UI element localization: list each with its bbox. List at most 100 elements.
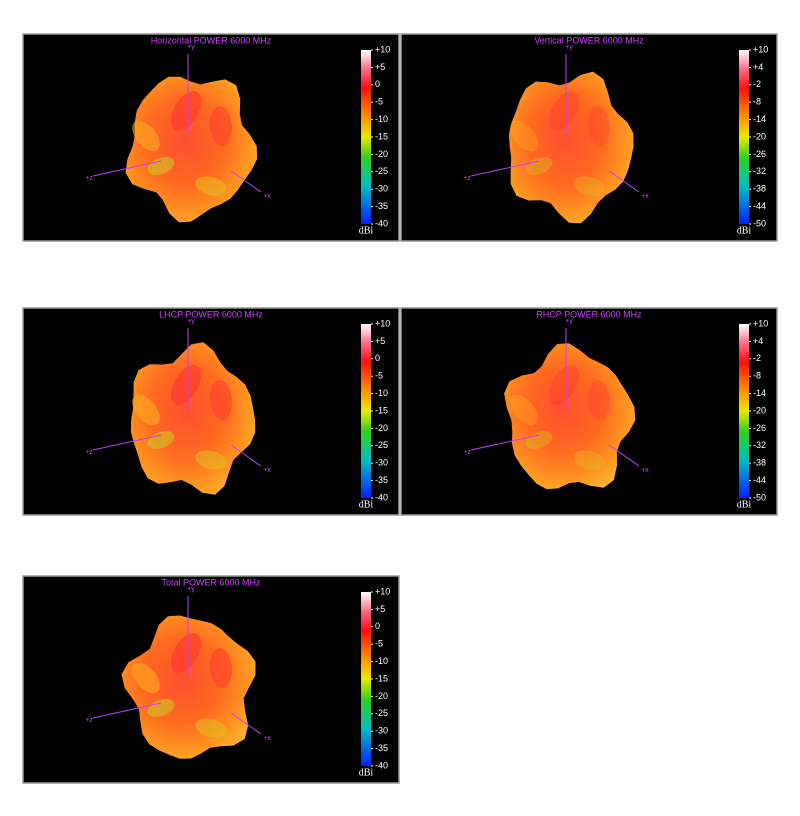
surface-shading xyxy=(548,91,580,131)
x-axis-label: +x xyxy=(641,193,649,200)
y-axis-label: +y xyxy=(187,318,195,325)
colorbar-tick-label: -40 xyxy=(375,760,388,770)
z-axis-label: +z xyxy=(463,175,471,182)
colorbar-tick-label: -5 xyxy=(375,97,383,107)
z-axis-label: +z xyxy=(85,717,93,724)
colorbar-unit: dBi xyxy=(737,499,752,510)
colorbar-tick-label: -30 xyxy=(375,184,388,194)
panel-title: Total POWER 6000 MHz xyxy=(161,577,261,587)
colorbar-tick-label: 0 xyxy=(375,353,380,363)
y-axis-label: +y xyxy=(187,586,195,593)
colorbar-tick-label: -20 xyxy=(375,423,388,433)
z-axis xyxy=(470,434,540,451)
x-axis xyxy=(608,444,640,467)
x-axis-label: +x xyxy=(263,193,271,200)
colorbar-tick-label: -10 xyxy=(375,656,388,666)
colorbar-tick-label: +5 xyxy=(375,604,385,614)
panel-title: LHCP POWER 6000 MHz xyxy=(159,309,263,319)
colorbar-tick-label: -40 xyxy=(375,218,388,228)
surface-shading xyxy=(132,120,160,152)
radiation-pattern-panel: Vertical POWER 6000 MHz+y +z +x +10 +4 -2 -8 -1… xyxy=(400,33,778,242)
colorbar-tick-label: -44 xyxy=(753,475,766,485)
colorbar-tick-label: -2 xyxy=(753,79,761,89)
colorbar-tick-label: -5 xyxy=(375,371,383,381)
surface-shading xyxy=(587,380,611,420)
colorbar-tick-label: -10 xyxy=(375,114,388,124)
colorbar-unit: dBi xyxy=(359,225,374,236)
colorbar-tick-label: -20 xyxy=(753,131,766,141)
x-axis-label: +x xyxy=(641,467,649,474)
surface-shading xyxy=(132,394,160,426)
colorbar-tick-label: -35 xyxy=(375,201,388,211)
colorbar-unit: dBi xyxy=(359,499,374,510)
colorbar xyxy=(361,324,371,498)
colorbar-tick-label: -38 xyxy=(753,184,766,194)
panel-title: Vertical POWER 6000 MHz xyxy=(534,35,644,45)
radiation-pattern-panel: LHCP POWER 6000 MHz+y +z +x +10 +5 0 -5 -10 -15 -… xyxy=(22,307,400,516)
colorbar xyxy=(361,50,371,224)
surface-shading xyxy=(170,91,202,131)
x-axis xyxy=(608,170,640,193)
colorbar-tick-label: -15 xyxy=(375,673,388,683)
surface-shading xyxy=(132,662,160,694)
colorbar-tick-label: +10 xyxy=(375,44,390,54)
colorbar-tick-label: -8 xyxy=(753,97,761,107)
y-axis-label: +y xyxy=(565,318,573,325)
colorbar xyxy=(739,50,749,224)
surface-shading xyxy=(510,120,538,152)
z-axis-label: +z xyxy=(463,449,471,456)
colorbar-tick-label: -44 xyxy=(753,201,766,211)
colorbar-unit: dBi xyxy=(359,767,374,778)
panel-title: Horizontal POWER 6000 MHz xyxy=(151,35,272,45)
colorbar-tick-label: -38 xyxy=(753,458,766,468)
colorbar-tick-label: -15 xyxy=(375,131,388,141)
surface-shading xyxy=(147,157,175,175)
surface-shading xyxy=(587,106,611,146)
colorbar-tick-label: -14 xyxy=(753,114,766,124)
radiation-pattern-panel: RHCP POWER 6000 MHz+y +z +x +10 +4 -2 -8 -14 -20… xyxy=(400,307,778,516)
radiation-pattern-panel: Horizontal POWER 6000 MHz+y +z +x +10 +5 0 -5 -… xyxy=(22,33,400,242)
colorbar-tick-label: -14 xyxy=(753,388,766,398)
z-axis xyxy=(470,160,540,177)
colorbar-tick-label: -26 xyxy=(753,149,766,159)
surface-shading xyxy=(170,365,202,405)
z-axis-label: +z xyxy=(85,449,93,456)
surface-shading xyxy=(195,718,227,738)
colorbar-tick-label: +4 xyxy=(753,62,763,72)
colorbar-tick-label: -25 xyxy=(375,166,388,176)
surface-shading xyxy=(195,176,227,196)
surface-shading xyxy=(573,450,605,470)
surface-shading xyxy=(510,394,538,426)
x-axis-label: +x xyxy=(263,467,271,474)
pattern-surface xyxy=(504,343,636,490)
colorbar-tick-label: +4 xyxy=(753,336,763,346)
surface-shading xyxy=(573,176,605,196)
colorbar-tick-label: -5 xyxy=(375,639,383,649)
colorbar-tick-label: -30 xyxy=(375,726,388,736)
surface-shading xyxy=(525,157,553,175)
radiation-pattern-panel: Total POWER 6000 MHz+y +z +x +10 +5 0 -5 -10 -15… xyxy=(22,575,400,784)
colorbar-tick-label: -8 xyxy=(753,371,761,381)
colorbar-tick-label: -25 xyxy=(375,440,388,450)
colorbar-tick-label: 0 xyxy=(375,79,380,89)
colorbar-tick-label: 0 xyxy=(375,621,380,631)
surface-shading xyxy=(525,431,553,449)
surface-shading xyxy=(548,365,580,405)
colorbar-tick-label: +10 xyxy=(375,318,390,328)
x-axis xyxy=(230,712,262,735)
panel-title: RHCP POWER 6000 MHz xyxy=(536,309,642,319)
surface-shading xyxy=(209,648,233,688)
x-axis xyxy=(230,170,262,193)
y-axis-label: +y xyxy=(565,44,573,51)
colorbar-tick-label: +10 xyxy=(753,318,768,328)
z-axis-label: +z xyxy=(85,175,93,182)
surface-shading xyxy=(209,380,233,420)
colorbar-tick-label: -30 xyxy=(375,458,388,468)
z-axis xyxy=(92,702,162,719)
colorbar-tick-label: -35 xyxy=(375,475,388,485)
colorbar-tick-label: -15 xyxy=(375,405,388,415)
x-axis xyxy=(230,444,262,467)
colorbar-tick-label: -20 xyxy=(375,691,388,701)
surface-shading xyxy=(147,699,175,717)
